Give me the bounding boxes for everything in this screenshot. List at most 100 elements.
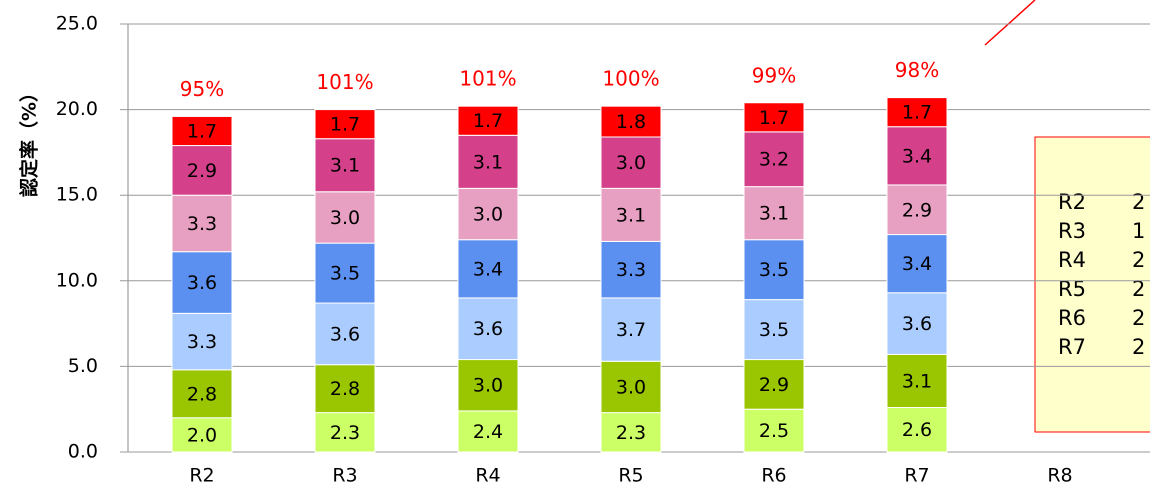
data-label: 3.6	[330, 323, 360, 345]
data-label: 2.4	[473, 421, 503, 443]
data-label: 1.7	[187, 121, 217, 143]
note-label: R4	[1058, 248, 1086, 272]
data-label: 3.7	[616, 319, 646, 341]
data-label: 3.0	[473, 375, 503, 397]
bar-segment	[886, 292, 948, 355]
bar-segment	[314, 109, 376, 140]
data-label: 3.5	[330, 263, 360, 285]
bar-segment	[171, 417, 233, 453]
bar-segment	[314, 191, 376, 244]
note-value: 1	[1132, 219, 1145, 243]
note-box	[1034, 136, 1150, 433]
data-label: 3.1	[902, 370, 932, 392]
bar-segment	[743, 131, 805, 188]
bar-segment	[457, 410, 519, 453]
bar-segment	[457, 297, 519, 361]
data-label: 3.3	[616, 259, 646, 281]
data-label: 1.7	[473, 110, 503, 132]
x-tick-label: R2	[189, 465, 214, 487]
data-label: 3.0	[616, 152, 646, 174]
data-label: 3.0	[616, 376, 646, 398]
data-label: 2.3	[616, 422, 646, 444]
bar-segment	[171, 369, 233, 419]
data-label: 3.5	[759, 319, 789, 341]
bar-segment	[600, 412, 662, 453]
data-label: 2.9	[187, 160, 217, 182]
data-label: 3.6	[473, 318, 503, 340]
note-label: R6	[1058, 306, 1086, 330]
data-label: 2.9	[759, 374, 789, 396]
data-label: 3.1	[473, 151, 503, 173]
data-label: 1.8	[616, 111, 646, 133]
bar-segment	[314, 364, 376, 414]
data-label: 3.3	[187, 213, 217, 235]
bar-segment	[457, 105, 519, 136]
bar-segment	[171, 115, 233, 147]
pointer-line	[984, 0, 1036, 46]
data-label: 3.1	[330, 155, 360, 177]
total-ratio-label: 101%	[316, 70, 373, 94]
note-value: 2	[1132, 248, 1145, 272]
data-label: 1.7	[330, 114, 360, 136]
bar-segment	[600, 360, 662, 414]
data-label: 3.5	[759, 259, 789, 281]
data-label: 3.4	[902, 253, 932, 275]
data-label: 3.1	[616, 204, 646, 226]
y-tick-label: 0.0	[68, 441, 98, 463]
bar-segment	[314, 302, 376, 366]
y-tick-label: 5.0	[68, 355, 98, 377]
y-tick-label: 15.0	[56, 184, 98, 206]
data-label: 3.3	[187, 331, 217, 353]
total-ratio-label: 95%	[180, 77, 224, 101]
data-label: 3.4	[902, 145, 932, 167]
bar-segment	[314, 412, 376, 453]
y-axis-label: 認定率（%）	[18, 83, 41, 197]
x-tick-label: R8	[1047, 465, 1072, 487]
bar-segment	[743, 239, 805, 301]
data-label: 2.5	[759, 420, 789, 442]
bar-segment	[600, 187, 662, 242]
note-value: 2	[1132, 335, 1145, 359]
bar-segment	[457, 134, 519, 189]
y-tick-label: 10.0	[56, 269, 98, 291]
bar-segment	[171, 194, 233, 253]
bar-segment	[171, 312, 233, 371]
data-label: 2.0	[187, 424, 217, 446]
bar-segment	[743, 102, 805, 133]
bar-segment	[314, 242, 376, 304]
data-label: 2.8	[187, 383, 217, 405]
bar-segment	[600, 105, 662, 138]
total-ratio-label: 98%	[895, 58, 939, 82]
note-label: R3	[1058, 219, 1086, 243]
total-ratio-label: 100%	[602, 67, 659, 91]
bar-segment	[886, 97, 948, 128]
bar-segment	[886, 406, 948, 453]
note-label: R7	[1058, 335, 1086, 359]
bar-segment	[171, 251, 233, 314]
note-value: 2	[1132, 190, 1145, 214]
data-label: 1.7	[759, 107, 789, 129]
bar-segment	[457, 359, 519, 412]
bar-segment	[600, 136, 662, 189]
total-ratio-label: 99%	[752, 63, 796, 87]
x-tick-label: R6	[761, 465, 786, 487]
x-tick-label: R3	[332, 465, 357, 487]
x-tick-label: R5	[618, 465, 643, 487]
data-label: 3.0	[330, 207, 360, 229]
note-value: 2	[1132, 306, 1145, 330]
data-label: 3.2	[759, 149, 789, 171]
y-tick-label: 20.0	[56, 98, 98, 120]
data-label: 2.6	[902, 419, 932, 441]
data-label: 3.4	[473, 258, 503, 280]
x-tick-label: R7	[904, 465, 929, 487]
data-label: 3.1	[759, 203, 789, 225]
total-ratio-label: 101%	[459, 67, 516, 91]
data-label: 2.3	[330, 422, 360, 444]
note-label: R2	[1058, 190, 1086, 214]
data-label: 3.0	[473, 204, 503, 226]
note-value: 2	[1132, 277, 1145, 301]
bar-segment	[457, 239, 519, 299]
y-tick-label: 25.0	[56, 13, 98, 35]
bar-segment	[314, 138, 376, 193]
